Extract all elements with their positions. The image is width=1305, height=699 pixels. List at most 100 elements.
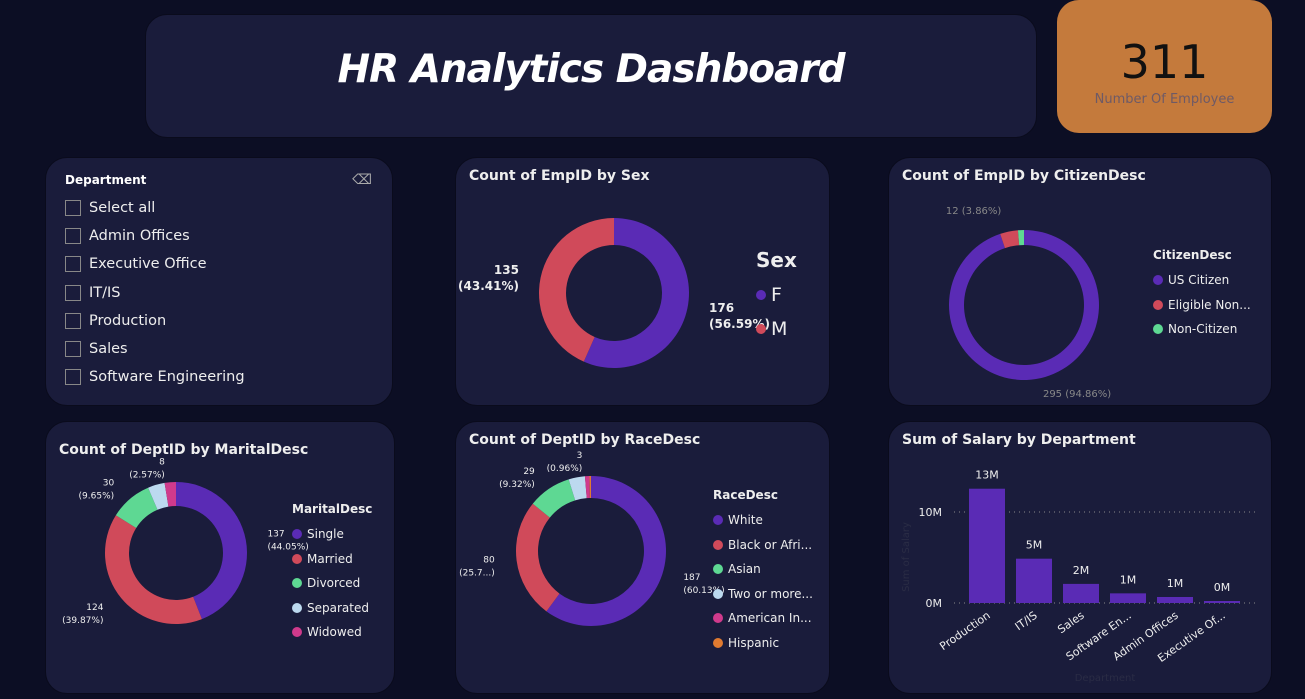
donut-slice[interactable] bbox=[584, 476, 590, 499]
bar[interactable] bbox=[969, 488, 1005, 603]
donut-slice[interactable] bbox=[115, 487, 158, 529]
legend-label: Single bbox=[307, 527, 344, 542]
donut-slice[interactable] bbox=[1017, 230, 1024, 246]
legend-item[interactable]: Black or Afri... bbox=[713, 533, 813, 558]
legend-item[interactable]: US Citizen bbox=[1153, 268, 1251, 293]
legend-item[interactable]: Divorced bbox=[292, 571, 372, 596]
legend-title: Sex bbox=[756, 248, 797, 272]
legend-dot bbox=[292, 529, 302, 540]
legend-dot bbox=[713, 515, 723, 526]
kpi-value: 311 bbox=[1120, 35, 1209, 89]
legend-label: Widowed bbox=[307, 625, 362, 640]
slicer-item[interactable]: IT/IS bbox=[65, 279, 245, 307]
legend-dot bbox=[292, 578, 302, 589]
legend-dot bbox=[713, 613, 723, 624]
checkbox[interactable] bbox=[65, 341, 81, 358]
bar[interactable] bbox=[1016, 558, 1052, 603]
slicer-item[interactable]: Admin Offices bbox=[65, 222, 245, 250]
checkbox[interactable] bbox=[65, 284, 81, 301]
employee-count-card: 311 Number Of Employee bbox=[1057, 0, 1272, 133]
bar[interactable] bbox=[1110, 593, 1146, 603]
data-label: 30 bbox=[103, 478, 115, 488]
legend-dot bbox=[292, 627, 302, 638]
x-tick-label: Sales bbox=[1055, 609, 1087, 637]
legend-item[interactable]: Single bbox=[292, 522, 372, 547]
donut-slice[interactable] bbox=[589, 476, 591, 499]
legend-item[interactable]: Two or more... bbox=[713, 582, 813, 607]
legend-item[interactable]: Hispanic bbox=[713, 631, 813, 656]
slicer-item[interactable]: Production bbox=[65, 307, 245, 335]
donut-slice[interactable] bbox=[1000, 230, 1020, 249]
legend-dot bbox=[756, 290, 766, 300]
slicer-item[interactable]: Select all bbox=[65, 194, 245, 222]
legend-item[interactable]: Married bbox=[292, 547, 372, 572]
legend-item[interactable]: Eligible Non... bbox=[1153, 293, 1251, 318]
sex-chart: Count of EmpID by Sex 176 (56.59%) 135 (43.4… bbox=[455, 157, 830, 406]
legend-item[interactable]: Separated bbox=[292, 596, 372, 621]
data-label: (60.13%) bbox=[683, 586, 724, 596]
bar[interactable] bbox=[1204, 600, 1240, 603]
slicer-item[interactable]: Executive Office bbox=[65, 250, 245, 278]
data-label: (39.87%) bbox=[62, 616, 103, 626]
legend-label: Non-Citizen bbox=[1168, 322, 1238, 337]
chart-title: Count of EmpID by Sex bbox=[469, 168, 650, 184]
legend-item[interactable]: Widowed bbox=[292, 620, 372, 645]
slicer-item[interactable]: Sales bbox=[65, 335, 245, 363]
slicer-item-label: Production bbox=[89, 312, 167, 329]
donut-slice[interactable] bbox=[949, 230, 1099, 380]
legend-item[interactable]: Non-Citizen bbox=[1153, 317, 1251, 342]
legend: Sex F M bbox=[756, 248, 797, 346]
slicer-item-label: Admin Offices bbox=[89, 228, 190, 245]
eraser-icon[interactable]: ⌫ bbox=[352, 172, 372, 188]
data-label: 2M bbox=[1073, 564, 1090, 577]
checkbox[interactable] bbox=[65, 228, 81, 245]
donut-slice[interactable] bbox=[539, 218, 614, 362]
donut-slice[interactable] bbox=[176, 482, 247, 620]
x-axis-label: Department bbox=[1075, 673, 1136, 684]
y-tick-label: 0M bbox=[926, 597, 943, 610]
legend: MaritalDesc Single Married Divorced Separate… bbox=[292, 502, 372, 645]
legend-item[interactable]: M bbox=[756, 312, 797, 346]
data-label: 29 bbox=[523, 467, 535, 477]
data-label: 1M bbox=[1120, 573, 1137, 586]
legend-label: Two or more... bbox=[728, 586, 813, 601]
bar[interactable] bbox=[1157, 596, 1193, 603]
legend-item[interactable]: American In... bbox=[713, 606, 813, 631]
data-label: (25.7...) bbox=[459, 569, 495, 579]
legend-title: MaritalDesc bbox=[292, 502, 373, 516]
legend-label: Black or Afri... bbox=[728, 537, 813, 552]
legend-dot bbox=[292, 553, 302, 564]
legend-title: CitizenDesc bbox=[1153, 248, 1232, 262]
slicer-item[interactable]: Software Engineering bbox=[65, 363, 245, 391]
legend-item[interactable]: White bbox=[713, 508, 813, 533]
donut-slice[interactable] bbox=[164, 482, 176, 507]
chart-title: Count of DeptID by RaceDesc bbox=[469, 432, 701, 448]
donut-slice[interactable] bbox=[148, 482, 169, 510]
checkbox[interactable] bbox=[65, 369, 81, 386]
legend-label: Eligible Non... bbox=[1168, 297, 1251, 312]
legend-label: M bbox=[771, 318, 788, 340]
data-label: 1M bbox=[1167, 577, 1184, 590]
legend-label: White bbox=[728, 513, 763, 528]
legend-dot bbox=[1153, 275, 1163, 286]
checkbox[interactable] bbox=[65, 312, 81, 329]
citizen-chart: Count of EmpID by CitizenDesc 295 (94.86%… bbox=[888, 157, 1272, 406]
checkbox[interactable] bbox=[65, 256, 81, 273]
donut-slice[interactable] bbox=[568, 476, 587, 501]
legend-label: American In... bbox=[728, 611, 812, 626]
data-label: 137 bbox=[267, 529, 284, 539]
legend-item[interactable]: F bbox=[756, 278, 797, 312]
data-label: 12 (3.86%) bbox=[946, 206, 1002, 217]
checkbox[interactable] bbox=[65, 200, 81, 217]
data-label: (56.59%) bbox=[709, 317, 770, 331]
donut-slice[interactable] bbox=[546, 476, 666, 626]
donut-slice[interactable] bbox=[105, 515, 202, 624]
slicer-title: Department bbox=[65, 173, 147, 187]
donut-slice[interactable] bbox=[583, 218, 689, 368]
donut-slice[interactable] bbox=[532, 479, 576, 518]
bar[interactable] bbox=[1063, 583, 1099, 603]
legend-item[interactable]: Asian bbox=[713, 557, 813, 582]
x-tick-label: Production bbox=[937, 609, 992, 653]
data-label: 80 bbox=[483, 556, 495, 566]
donut-slice[interactable] bbox=[516, 503, 560, 612]
